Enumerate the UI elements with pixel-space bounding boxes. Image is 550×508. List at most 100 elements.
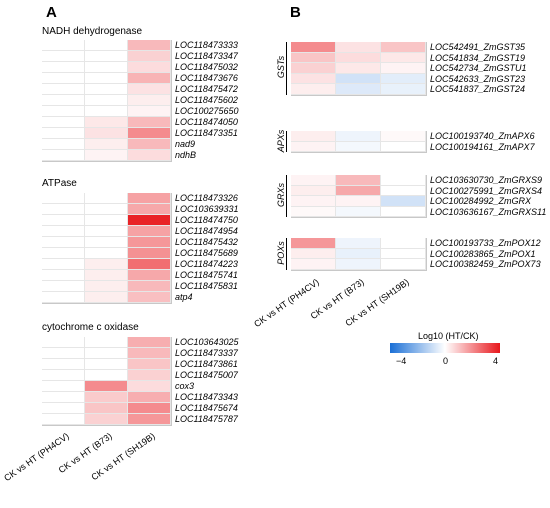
heatmap-row: LOC118475472: [42, 84, 238, 95]
gene-label: cox3: [175, 381, 195, 391]
heatmap-cell: [128, 348, 171, 359]
heatmap-cell: [128, 248, 171, 259]
heatmap-row: LOC103636167_ZmGRXS11: [291, 206, 546, 217]
heatmap-cell: [42, 51, 85, 62]
heatmap-cell: [85, 95, 128, 106]
heatmap-cell: [85, 73, 128, 84]
heatmap-cell: [42, 248, 85, 259]
heatmap-cell: [85, 204, 128, 215]
heatmap-cell: [85, 337, 128, 348]
heatmap-cell: [336, 206, 381, 217]
heatmap-cell: [381, 248, 426, 259]
heatmap-cell: [85, 237, 128, 248]
heatmap-cell: [291, 248, 336, 259]
heatmap-cell: [336, 185, 381, 196]
gene-label: LOC118473337: [175, 348, 238, 358]
heatmap-cell: [291, 52, 336, 63]
heatmap-cell: [85, 359, 128, 370]
legend-gradient: [390, 343, 500, 353]
heatmap-cell: [336, 248, 381, 259]
group-label: GRXs: [276, 183, 286, 208]
gene-label: atp4: [175, 292, 193, 302]
heatmap-row: LOC100284992_ZmGRX: [291, 196, 531, 207]
heatmap-row: LOC100275991_ZmGRXS4: [291, 185, 542, 196]
heatmap-cell: [128, 237, 171, 248]
heatmap-cell: [85, 248, 128, 259]
heatmap-cell: [381, 206, 426, 217]
heatmap-cell: [42, 62, 85, 73]
heatmap-cell: [336, 141, 381, 152]
heatmap-cell: [42, 370, 85, 381]
heatmap-cell: [128, 139, 171, 150]
heatmap-cell: [128, 392, 171, 403]
gene-label: LOC100194161_ZmAPX7: [430, 141, 535, 152]
heatmap-cell: [336, 63, 381, 74]
heatmap-cell: [336, 73, 381, 84]
heatmap-row: LOC118473347: [42, 51, 238, 62]
heatmap-cell: [42, 139, 85, 150]
heatmap-cell: [128, 259, 171, 270]
section-title: NADH dehydrogenase: [42, 26, 143, 37]
panel-letter-b: B: [290, 4, 301, 21]
gene-label: LOC118475674: [175, 403, 238, 413]
gene-label: LOC542491_ZmGST35: [430, 42, 526, 53]
heatmap-cell: [291, 259, 336, 270]
gene-label: LOC100193733_ZmPOX12: [430, 238, 541, 249]
heatmap-cell: [42, 40, 85, 51]
gene-label: LOC118475602: [175, 95, 238, 105]
legend-title: Log10 (HT/CK): [418, 331, 479, 341]
heatmap-cell: [128, 84, 171, 95]
heatmap-cell: [42, 392, 85, 403]
heatmap-row: LOC542491_ZmGST35: [291, 42, 525, 53]
heatmap-row: LOC118474750: [42, 215, 238, 226]
heatmap-cell: [42, 403, 85, 414]
heatmap-cell: [128, 270, 171, 281]
heatmap-cell: [128, 51, 171, 62]
gene-label: LOC541834_ZmGST19: [430, 52, 526, 63]
heatmap-cell: [42, 73, 85, 84]
heatmap-cell: [291, 84, 336, 95]
heatmap-cell: [42, 226, 85, 237]
heatmap-row: atp4: [42, 292, 193, 303]
heatmap-cell: [128, 292, 171, 303]
heatmap-cell: [381, 84, 426, 95]
group-label: GSTs: [276, 56, 286, 79]
heatmap-cell: [381, 52, 426, 63]
heatmap-cell: [42, 95, 85, 106]
heatmap-cell: [128, 150, 171, 161]
legend-tick-label: 4: [493, 356, 499, 366]
heatmap-cell: [336, 175, 381, 186]
heatmap-cell: [128, 226, 171, 237]
heatmap-row: LOC118473351: [42, 128, 238, 139]
heatmap-cell: [85, 403, 128, 414]
heatmap-row: LOC118474223: [42, 259, 238, 270]
heatmap-cell: [291, 196, 336, 207]
heatmap-row: LOC100382459_ZmPOX73: [291, 259, 541, 270]
gene-label: LOC118473326: [175, 193, 238, 203]
gene-label: LOC118475432: [175, 237, 238, 247]
heatmap-cell: [42, 270, 85, 281]
panel-letter-a: A: [46, 4, 57, 21]
heatmap-cell: [85, 117, 128, 128]
group-bracket: [286, 42, 287, 95]
heatmap-row: ndhB: [42, 150, 196, 161]
group-label: APXs: [276, 129, 286, 152]
heatmap-cell: [291, 141, 336, 152]
heatmap-row: LOC100194161_ZmAPX7: [291, 141, 535, 152]
heatmap-cell: [42, 106, 85, 117]
heatmap-row: LOC118475741: [42, 270, 238, 281]
heatmap-row: LOC118475432: [42, 237, 238, 248]
heatmap-cell: [336, 238, 381, 249]
heatmap-cell: [128, 359, 171, 370]
heatmap-cell: [381, 259, 426, 270]
heatmap-row: LOC118473337: [42, 348, 238, 359]
heatmap-cell: [85, 51, 128, 62]
heatmap-cell: [85, 215, 128, 226]
heatmap-cell: [42, 259, 85, 270]
section-title: ATPase: [42, 178, 77, 189]
gene-label: LOC100284992_ZmGRX: [430, 196, 532, 207]
heatmap-row: LOC103630730_ZmGRXS9: [291, 175, 542, 186]
heatmap-cell: [291, 185, 336, 196]
heatmap-cell: [42, 84, 85, 95]
heatmap-cell: [336, 259, 381, 270]
